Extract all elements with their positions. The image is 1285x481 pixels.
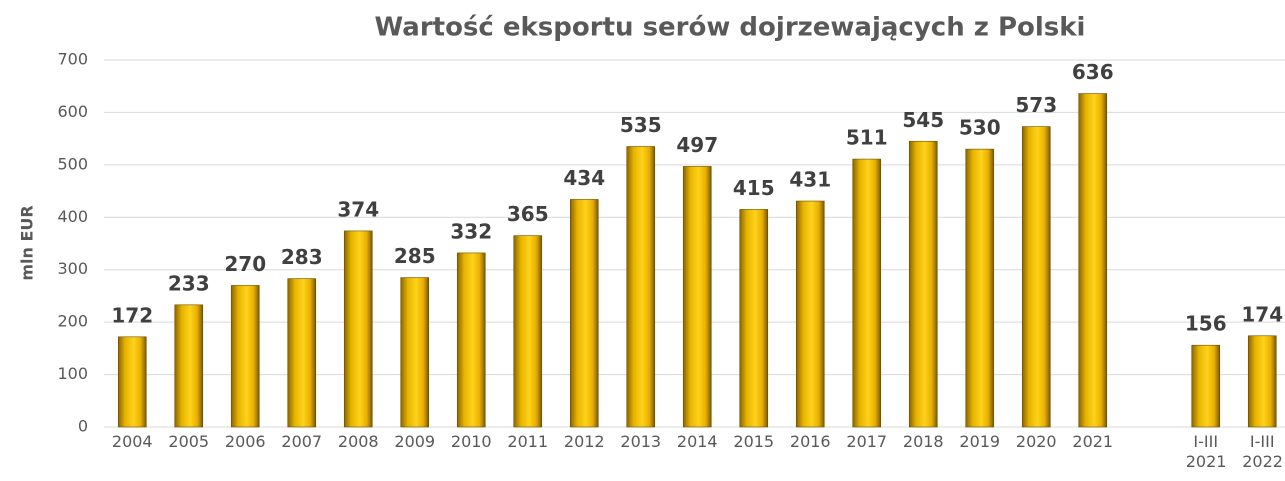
value-label: 511 xyxy=(846,126,888,150)
bar xyxy=(569,199,599,428)
x-tick-label: 2005 xyxy=(168,432,210,451)
value-label: 283 xyxy=(281,245,323,269)
x-tick-label: 2014 xyxy=(676,432,718,451)
value-label: 270 xyxy=(224,252,266,276)
value-label: 535 xyxy=(620,113,662,137)
value-label: 156 xyxy=(1185,312,1227,336)
x-tick-label: 2018 xyxy=(902,432,944,451)
bar xyxy=(1191,344,1221,428)
value-label: 497 xyxy=(676,133,718,157)
y-tick-label: 500 xyxy=(57,154,88,173)
x-tick-label: 2016 xyxy=(789,432,831,451)
bar xyxy=(965,148,995,428)
bar xyxy=(852,158,882,428)
value-label: 636 xyxy=(1072,60,1114,84)
x-tick-label: 2010 xyxy=(450,432,492,451)
bar xyxy=(1078,93,1108,428)
bar xyxy=(400,277,430,428)
value-label: 530 xyxy=(959,116,1001,140)
x-tick-label: 2006 xyxy=(224,432,266,451)
x-tick-label: 2012 xyxy=(563,432,605,451)
bar xyxy=(117,336,147,428)
x-tick-label-box: 2018 xyxy=(902,432,944,451)
y-tick-label: 600 xyxy=(57,102,88,121)
bar xyxy=(682,166,712,428)
x-tick-label-box: 2011 xyxy=(507,432,549,451)
value-label: 233 xyxy=(168,271,210,295)
x-tick-label: 2009 xyxy=(394,432,436,451)
x-tick-label-box: I-III 2021 xyxy=(1185,432,1227,471)
x-tick-label-box: 2021 xyxy=(1072,432,1114,451)
x-tick-label-box: 2019 xyxy=(959,432,1001,451)
value-label: 545 xyxy=(902,108,944,132)
x-tick-label: I-III 2021 xyxy=(1185,432,1227,471)
x-tick-label: 2007 xyxy=(281,432,323,451)
bar xyxy=(739,209,769,428)
bar xyxy=(174,304,204,428)
x-tick-label-box: 2016 xyxy=(789,432,831,451)
y-tick-label: 200 xyxy=(57,312,88,331)
x-tick-label: 2019 xyxy=(959,432,1001,451)
y-axis-label: mln EUR xyxy=(18,205,37,280)
bar xyxy=(908,140,938,428)
y-tick-label: 400 xyxy=(57,207,88,226)
bar xyxy=(287,278,317,428)
value-label: 431 xyxy=(789,168,831,192)
x-tick-label-box: 2006 xyxy=(224,432,266,451)
bar xyxy=(456,252,486,428)
x-tick-label-box: 2012 xyxy=(563,432,605,451)
x-tick-label: I-III 2022 xyxy=(1242,432,1283,471)
bar xyxy=(1021,126,1051,428)
x-tick-label-box: 2013 xyxy=(620,432,662,451)
bar xyxy=(1247,335,1277,428)
x-tick-label-box: 2005 xyxy=(168,432,210,451)
value-label: 172 xyxy=(111,303,153,327)
x-tick-label-box: 2010 xyxy=(450,432,492,451)
bar xyxy=(513,235,543,428)
x-tick-label: 2011 xyxy=(507,432,549,451)
x-tick-label-box: I-III 2022 xyxy=(1242,432,1283,471)
x-tick-label-box: 2007 xyxy=(281,432,323,451)
x-tick-label: 2017 xyxy=(846,432,888,451)
bar xyxy=(626,146,656,428)
x-tick-label-box: 2014 xyxy=(676,432,718,451)
x-tick-label-box: 2004 xyxy=(111,432,153,451)
bar xyxy=(795,200,825,428)
x-tick-label: 2013 xyxy=(620,432,662,451)
chart-title: Wartość eksportu serów dojrzewających z … xyxy=(375,13,1086,43)
y-tick-label: 700 xyxy=(57,50,88,69)
x-tick-label: 2015 xyxy=(733,432,775,451)
x-tick-label-box: 2008 xyxy=(337,432,379,451)
x-tick-label: 2004 xyxy=(111,432,153,451)
value-label: 434 xyxy=(563,166,605,190)
x-tick-label-box: 2017 xyxy=(846,432,888,451)
x-tick-label-box: 2015 xyxy=(733,432,775,451)
x-tick-label: 2008 xyxy=(337,432,379,451)
y-tick-label: 300 xyxy=(57,259,88,278)
value-label: 285 xyxy=(394,244,436,268)
x-tick-label-box: 2020 xyxy=(1015,432,1057,451)
value-label: 415 xyxy=(733,176,775,200)
y-tick-label: 0 xyxy=(78,417,88,436)
value-label: 174 xyxy=(1241,302,1283,326)
value-label: 573 xyxy=(1015,93,1057,117)
x-tick-label-box: 2009 xyxy=(394,432,436,451)
bar xyxy=(230,285,260,428)
value-label: 332 xyxy=(450,219,492,243)
value-label: 365 xyxy=(507,202,549,226)
x-tick-label: 2021 xyxy=(1072,432,1114,451)
bar xyxy=(343,230,373,428)
y-tick-label: 100 xyxy=(57,364,88,383)
value-label: 374 xyxy=(337,197,379,221)
x-tick-label: 2020 xyxy=(1015,432,1057,451)
